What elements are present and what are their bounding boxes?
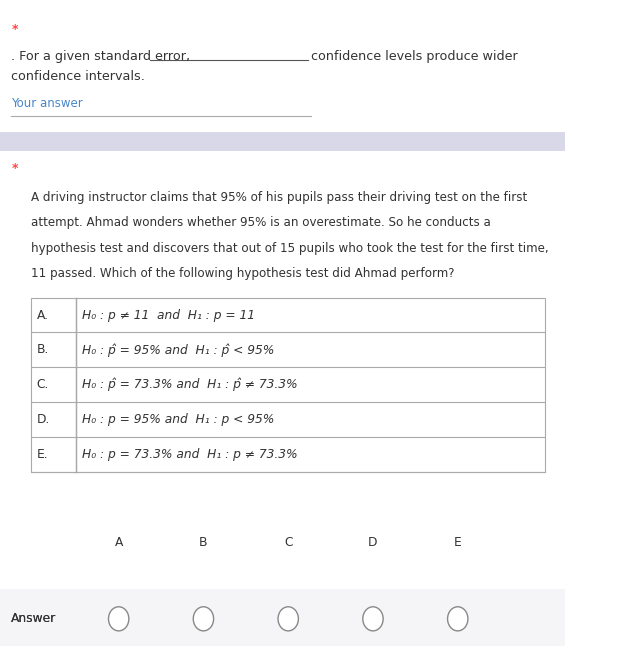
Text: H₀ : p = 73.3% and  H₁ : p ≠ 73.3%: H₀ : p = 73.3% and H₁ : p ≠ 73.3%: [82, 448, 298, 461]
Text: hypothesis test and discovers that out of 15 pupils who took the test for the fi: hypothesis test and discovers that out o…: [31, 242, 549, 254]
Text: *: *: [11, 162, 18, 175]
Text: B: B: [199, 536, 208, 549]
Text: H₀ : p̂ = 95% and  H₁ : p̂ < 95%: H₀ : p̂ = 95% and H₁ : p̂ < 95%: [82, 343, 274, 357]
Circle shape: [278, 607, 298, 631]
Circle shape: [193, 607, 214, 631]
Text: attempt. Ahmad wonders whether 95% is an overestimate. So he conducts a: attempt. Ahmad wonders whether 95% is an…: [31, 216, 491, 229]
Text: C: C: [284, 536, 292, 549]
Text: . For a given standard error,: . For a given standard error,: [11, 50, 191, 63]
Text: D.: D.: [37, 413, 50, 426]
Text: H₀ : p̂ = 73.3% and  H₁ : p̂ ≠ 73.3%: H₀ : p̂ = 73.3% and H₁ : p̂ ≠ 73.3%: [82, 378, 298, 391]
Circle shape: [109, 607, 129, 631]
Text: H₀ : p = 95% and  H₁ : p < 95%: H₀ : p = 95% and H₁ : p < 95%: [82, 413, 274, 426]
Text: C.: C.: [37, 378, 49, 391]
Text: B.: B.: [37, 343, 49, 357]
FancyBboxPatch shape: [31, 298, 546, 472]
Text: E: E: [454, 536, 462, 549]
FancyBboxPatch shape: [0, 132, 565, 151]
Text: Your answer: Your answer: [11, 97, 83, 110]
Text: *: *: [11, 23, 18, 36]
Text: 11 passed. Which of the following hypothesis test did Ahmad perform?: 11 passed. Which of the following hypoth…: [31, 267, 454, 280]
FancyBboxPatch shape: [0, 589, 565, 646]
Text: confidence levels produce wider: confidence levels produce wider: [311, 50, 518, 63]
Text: A.: A.: [37, 308, 49, 322]
Circle shape: [362, 607, 383, 631]
Text: A: A: [114, 536, 123, 549]
Text: A driving instructor claims that 95% of his pupils pass their driving test on th: A driving instructor claims that 95% of …: [31, 191, 528, 203]
Circle shape: [448, 607, 468, 631]
Text: Answer: Answer: [11, 612, 56, 626]
Text: H₀ : p ≠ 11  and  H₁ : p = 11: H₀ : p ≠ 11 and H₁ : p = 11: [82, 308, 255, 322]
Text: confidence intervals.: confidence intervals.: [11, 70, 145, 83]
Text: E.: E.: [37, 448, 48, 461]
Text: Answer: Answer: [11, 612, 56, 626]
Text: D: D: [368, 536, 378, 549]
